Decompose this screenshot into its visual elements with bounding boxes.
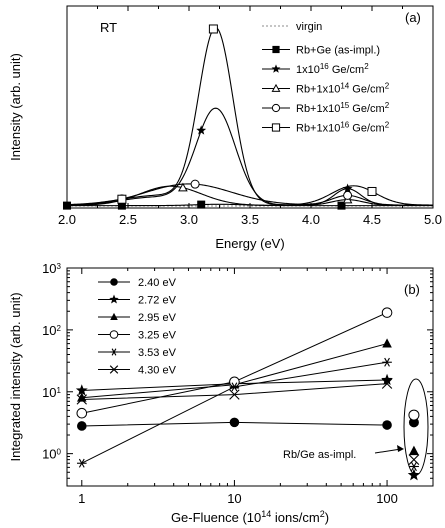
legend-marker-rb-1x10-15-ge-cm-2 xyxy=(271,103,281,113)
b-ytick-label-2: 102 xyxy=(42,323,61,338)
panel-a: 2.0 2.5 3.0 3.5 4.0 4.5 5.0 Energy (eV) Intens… xyxy=(8,5,442,251)
point-2-72-ev-2 xyxy=(381,373,393,386)
panel-a-legend: virgin Rb+Ge (as-impl.) 1x1016 Ge/cm2 Rb+1x… xyxy=(262,21,390,135)
b-legend-label-3-53-ev: 3.53 eV xyxy=(138,347,177,359)
curve-rb-1x10-15-ge-cm-2 xyxy=(66,183,433,206)
point-2-95-ev-2 xyxy=(382,338,392,348)
as-impl-point-4-30-ev xyxy=(408,454,420,466)
panel-b-label: (b) xyxy=(404,282,420,297)
marker-rb-1x10-14-ge-cm-2-0 xyxy=(178,182,188,192)
point-4-30-ev-1 xyxy=(229,389,240,400)
point-4-30-ev-2 xyxy=(381,378,393,389)
legend-label-1x10-16-ge-cm-2: 1x1016 Ge/cm2 xyxy=(296,62,369,77)
point-2-40-ev-0 xyxy=(76,421,87,431)
marker-rb-1x10-16-ge-cm-2-2 xyxy=(367,186,377,196)
marker-rb-ge-as-impl-1 xyxy=(117,201,126,210)
b-legend-label-2-95-ev: 2.95 eV xyxy=(138,312,177,324)
as-impl-point-3-25-ev xyxy=(408,409,420,421)
point-3-25-ev-0 xyxy=(76,407,88,419)
a-xtick-label-2: 3.0 xyxy=(180,212,198,227)
b-ytick-label-0: 100 xyxy=(42,447,61,462)
panel-a-label: (a) xyxy=(405,10,421,25)
b-legend-marker-3-53-ev xyxy=(110,348,118,356)
a-xtick-label-0: 2.0 xyxy=(58,212,76,227)
panel-a-x-ticks: 2.0 2.5 3.0 3.5 4.0 4.5 5.0 xyxy=(58,6,442,227)
a-xtick-label-3: 3.5 xyxy=(241,212,259,227)
b-ytick-label-1: 101 xyxy=(42,385,61,400)
legend-label-rb-1x10-14-ge-cm-2: Rb+1x1014 Ge/cm2 xyxy=(296,81,390,96)
legend-marker-rb-1x10-14-ge-cm-2 xyxy=(271,83,281,92)
panel-b-legend: 2.40 eV 2.72 eV 2.95 eV 3.25 eV 3.53 eV 4.30 … xyxy=(98,277,177,377)
panel-a-xlabel: Energy (eV) xyxy=(215,236,284,251)
b-legend-marker-4-30-ev xyxy=(109,365,119,374)
b-legend-label-2-40-ev: 2.40 eV xyxy=(138,277,177,289)
b-legend-label-3-25-ev: 3.25 eV xyxy=(138,330,177,342)
point-2-40-ev-1 xyxy=(229,417,240,428)
legend-label-rb-1x10-16-ge-cm-2: Rb+1x1016 Ge/cm2 xyxy=(296,120,390,135)
legend-marker-rb-1x10-16-ge-cm-2 xyxy=(271,123,281,132)
b-legend-marker-2-40-ev xyxy=(110,278,118,286)
a-xtick-label-5: 4.5 xyxy=(363,212,381,227)
panel-a-markers xyxy=(63,24,377,210)
panel-b-xlabel: Ge-Fluence (1014 ions/cm2) xyxy=(171,509,329,525)
point-4-30-ev-0 xyxy=(76,394,87,405)
as-implanted-arrowhead xyxy=(397,445,404,452)
legend-marker-rb-ge-as-impl xyxy=(272,45,280,54)
panel-b-ylabel: Integrated intensity (arb. unit) xyxy=(8,292,23,461)
panel-b-frame xyxy=(66,267,434,487)
b-xtick-label-1: 10 xyxy=(227,491,241,506)
a-xtick-label-6: 5.0 xyxy=(424,212,442,227)
point-3-25-ev-1 xyxy=(229,376,240,388)
panel-a-annotation: RT xyxy=(100,20,117,35)
marker-rb-1x10-16-ge-cm-2-1 xyxy=(208,24,218,34)
point-3-53-ev-1 xyxy=(229,382,240,392)
a-xtick-label-4: 4.0 xyxy=(302,212,320,227)
point-2-95-ev-0 xyxy=(76,392,87,402)
marker-rb-1x10-16-ge-cm-2-0 xyxy=(117,194,127,204)
legend-marker-1x10-16-ge-cm-2 xyxy=(271,64,281,73)
b-legend-label-4-30-ev: 4.30 eV xyxy=(138,365,177,377)
point-2-72-ev-0 xyxy=(75,384,88,396)
marker-rb-1x10-15-ge-cm-2-1 xyxy=(190,179,200,189)
a-xtick-label-1: 2.5 xyxy=(119,212,137,227)
marker-rb-1x10-15-ge-cm-2-2 xyxy=(343,190,353,200)
as-implanted-arrow xyxy=(374,448,402,454)
b-legend-marker-2-72-ev xyxy=(109,294,119,304)
legend-label-rb-ge-as-impl: Rb+Ge (as-impl.) xyxy=(296,45,380,57)
b-legend-marker-2-95-ev xyxy=(110,312,118,321)
b-xtick-label-0: 1 xyxy=(78,491,85,506)
b-legend-label-2-72-ev: 2.72 eV xyxy=(138,295,177,307)
panel-b: 1 10 100 100 101 102 103 Ge-Fluence (1014 ions… xyxy=(8,261,434,525)
point-3-53-ev-2 xyxy=(382,357,392,367)
as-implanted-annotation: Rb/Ge as-impl. xyxy=(283,449,356,461)
point-3-25-ev-2 xyxy=(381,307,393,318)
b-ytick-label-3: 103 xyxy=(42,261,61,276)
marker-rb-ge-as-impl-2 xyxy=(197,200,206,209)
b-legend-marker-3-25-ev xyxy=(109,330,119,339)
panel-a-ylabel: Intensity (arb. unit) xyxy=(8,53,23,161)
as-impl-point-2-95-ev xyxy=(408,445,419,456)
as-implanted-ellipse xyxy=(403,378,429,476)
b-xtick-label-2: 100 xyxy=(376,491,398,506)
marker-1x10-16-ge-cm-2-0 xyxy=(196,125,207,135)
point-2-40-ev-2 xyxy=(382,420,392,430)
legend-label-virgin: virgin xyxy=(296,21,322,33)
panel-b-ticks: 1 10 100 100 101 102 103 xyxy=(42,261,434,506)
marker-1x10-16-ge-cm-2-1 xyxy=(342,183,353,193)
point-3-53-ev-0 xyxy=(76,458,87,468)
legend-label-rb-1x10-15-ge-cm-2: Rb+1x1015 Ge/cm2 xyxy=(296,101,390,116)
as-impl-point-3-53-ev xyxy=(408,461,419,472)
